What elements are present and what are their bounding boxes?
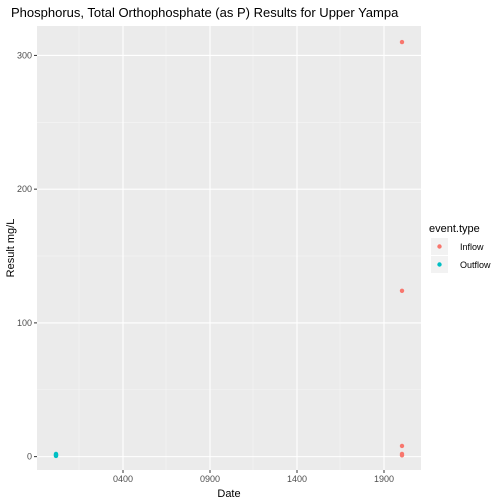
y-tick-label: 200 (17, 184, 32, 194)
y-tick-label: 100 (17, 318, 32, 328)
y-tick-label: 300 (17, 50, 32, 60)
x-tick-label: 0900 (200, 474, 220, 484)
y-axis-ticks: 0 100 200 300 (17, 50, 37, 462)
legend-entries: Inflow Outflow (431, 238, 491, 273)
legend-label-inflow: Inflow (460, 242, 484, 252)
grid-major (37, 26, 421, 470)
data-point-inflow (399, 288, 405, 293)
x-tick-label: 0400 (113, 474, 133, 484)
grid-minor (37, 26, 421, 470)
data-point-inflow (399, 39, 405, 45)
data-point-inflow (399, 453, 405, 458)
legend: event.type Inflow Outflow (429, 223, 491, 273)
x-tick-label: 1900 (374, 474, 394, 484)
data-point-inflow (399, 443, 405, 449)
data-point-outflow (53, 453, 59, 459)
legend-key-outflow (437, 262, 442, 267)
x-axis-ticks: 0400 0900 1400 1900 (113, 470, 394, 484)
chart-title: Phosphorus, Total Orthophosphate (as P) … (11, 5, 399, 20)
legend-title: event.type (429, 223, 480, 235)
legend-key-inflow (437, 244, 442, 249)
plot-panel (37, 26, 421, 470)
legend-label-outflow: Outflow (460, 260, 491, 270)
y-tick-label: 0 (27, 452, 32, 462)
x-tick-label: 1400 (287, 474, 307, 484)
y-axis-label: Result mg/L (5, 219, 17, 278)
x-axis-label: Date (217, 488, 240, 500)
data-points (53, 39, 405, 459)
